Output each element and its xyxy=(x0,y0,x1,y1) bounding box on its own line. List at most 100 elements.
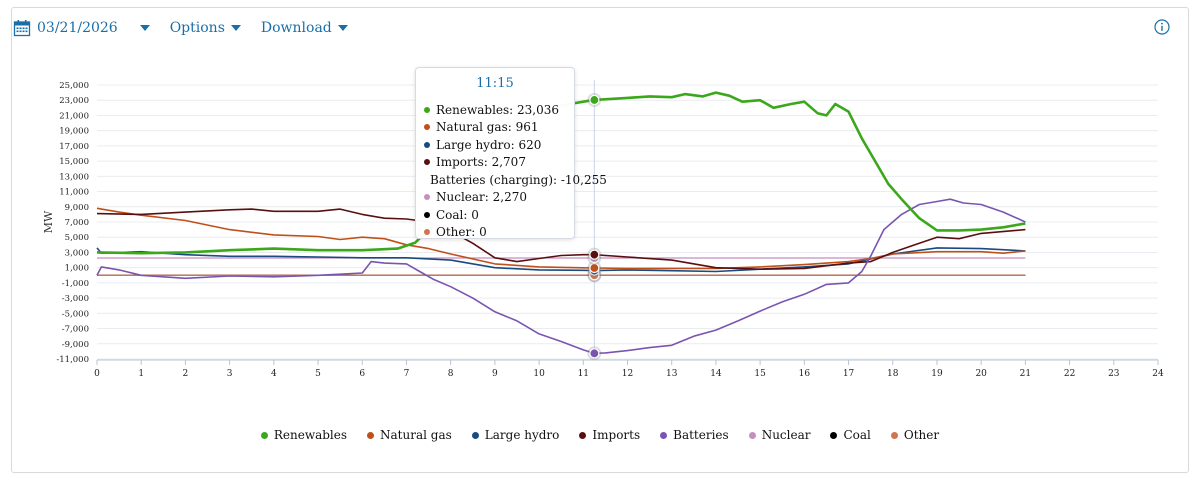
legend-label: Imports xyxy=(592,428,641,442)
toolbar: 03/21/2026 Options Download xyxy=(13,17,368,39)
hover-marker-batteries xyxy=(589,348,600,359)
x-tick-label: 9 xyxy=(492,369,498,379)
legend-label: Batteries xyxy=(673,428,729,442)
legend-dot-icon xyxy=(471,431,479,439)
legend-dot-icon xyxy=(367,431,375,439)
legend-item-other[interactable]: Other xyxy=(890,428,940,442)
legend-label: Natural gas xyxy=(380,428,452,442)
x-tick-label: 22 xyxy=(1064,369,1075,379)
y-tick-label: 17,000 xyxy=(59,142,89,152)
legend-label: Other xyxy=(903,428,940,442)
download-label: Download xyxy=(260,20,332,36)
series-dot-icon xyxy=(424,194,430,201)
series-line-natural-gas xyxy=(96,207,1026,270)
legend-item-batteries[interactable]: Batteries xyxy=(660,428,729,442)
x-tick-label: 17 xyxy=(843,369,855,379)
hover-marker-natural-gas xyxy=(589,262,600,274)
y-tick-label: -1,000 xyxy=(62,279,89,289)
chart-tooltip: 11:15 Renewables: 23,036 Natural gas: 961… xyxy=(415,67,607,242)
tooltip-row: Nuclear: 2,270 xyxy=(416,189,574,207)
legend-dot-icon xyxy=(890,431,898,439)
y-tick-label: 7,000 xyxy=(65,218,89,228)
y-tick-label: 1,000 xyxy=(65,264,89,274)
tooltip-row-text: Renewables: 23,036 xyxy=(436,102,560,117)
tooltip-title: 11:15 xyxy=(476,76,514,91)
date-value: 03/21/2026 xyxy=(37,20,118,36)
tooltip-row: Imports: 2,707 xyxy=(416,154,574,172)
legend-item-natural-gas[interactable]: Natural gas xyxy=(367,428,452,442)
x-tick-label: 15 xyxy=(754,369,766,379)
legend-item-coal[interactable]: Coal xyxy=(830,428,871,442)
date-picker[interactable]: 03/21/2026 xyxy=(13,19,150,37)
options-menu[interactable]: Options xyxy=(170,20,241,36)
legend-dot-icon xyxy=(830,431,838,439)
tooltip-row: Renewables: 23,036 xyxy=(416,101,574,119)
legend-item-nuclear[interactable]: Nuclear xyxy=(748,428,811,442)
legend-label: Renewables xyxy=(273,428,348,442)
x-tick-label: 0 xyxy=(94,369,100,379)
tooltip-row-text: Batteries (charging): -10,255 xyxy=(430,172,607,187)
info-icon[interactable] xyxy=(1154,19,1170,35)
x-tick-label: 7 xyxy=(404,369,410,379)
y-tick-label: 25,000 xyxy=(59,81,89,91)
x-tick-label: 18 xyxy=(887,369,899,379)
chart-legend: Renewables Natural gas Large hydro Imports B… xyxy=(0,428,1200,442)
series-line-imports xyxy=(96,208,1026,270)
options-label: Options xyxy=(169,20,225,36)
legend-dot-icon xyxy=(748,431,756,439)
y-tick-label: -11,000 xyxy=(56,355,89,365)
x-tick-label: 12 xyxy=(622,369,633,379)
series-dot-icon xyxy=(424,106,430,113)
x-tick-label: 1 xyxy=(138,369,144,379)
tooltip-row-text: Natural gas: 961 xyxy=(436,120,539,135)
series-dot-icon xyxy=(424,211,430,218)
y-tick-label: -3,000 xyxy=(62,294,89,304)
legend-label: Nuclear xyxy=(761,428,811,442)
tooltip-row-text: Imports: 2,707 xyxy=(436,155,526,170)
tooltip-row-text: Large hydro: 620 xyxy=(436,137,542,152)
y-tick-label: 5,000 xyxy=(65,233,89,243)
series-dot-icon xyxy=(424,159,430,166)
tooltip-row-text: Other: 0 xyxy=(436,225,487,240)
x-tick-label: 21 xyxy=(1020,369,1031,379)
y-tick-label: 15,000 xyxy=(59,157,89,167)
x-tick-label: 24 xyxy=(1152,369,1164,379)
x-tick-label: 14 xyxy=(710,369,722,379)
legend-item-renewables[interactable]: Renewables xyxy=(260,428,348,442)
x-tick-label: 8 xyxy=(448,369,454,379)
calendar-icon xyxy=(13,20,31,37)
legend-label: Large hydro xyxy=(484,428,560,442)
y-tick-label: 9,000 xyxy=(65,203,89,213)
series-dot-icon xyxy=(424,229,430,236)
x-tick-label: 20 xyxy=(975,369,987,379)
x-tick-label: 23 xyxy=(1108,369,1120,379)
x-tick-label: 19 xyxy=(931,369,943,379)
tooltip-row-text: Coal: 0 xyxy=(436,207,479,222)
x-tick-label: 10 xyxy=(533,369,545,379)
legend-dot-icon xyxy=(660,431,668,439)
hover-marker-imports xyxy=(589,249,600,260)
x-tick-label: 3 xyxy=(227,369,233,379)
series-dot-icon xyxy=(424,141,430,148)
chevron-down-icon[interactable] xyxy=(139,25,150,31)
download-menu[interactable]: Download xyxy=(261,20,348,36)
y-tick-label: 13,000 xyxy=(59,172,89,182)
legend-item-large-hydro[interactable]: Large hydro xyxy=(471,428,560,442)
x-tick-label: 5 xyxy=(315,369,321,379)
y-tick-label: -9,000 xyxy=(62,340,89,350)
legend-dot-icon xyxy=(579,431,587,439)
y-tick-label: 3,000 xyxy=(65,248,89,258)
tooltip-row: Other: 0 xyxy=(416,224,574,242)
y-axis-title: MW xyxy=(42,210,55,233)
chevron-down-icon xyxy=(230,25,241,31)
y-tick-label: 19,000 xyxy=(59,127,89,137)
legend-label: Coal xyxy=(843,428,871,442)
y-tick-label: -7,000 xyxy=(62,325,89,335)
tooltip-row: Natural gas: 961 xyxy=(416,119,574,137)
y-tick-label: 11,000 xyxy=(59,188,89,198)
series-dot-icon xyxy=(424,124,430,131)
tooltip-row: Large hydro: 620 xyxy=(416,136,574,154)
y-tick-label: 21,000 xyxy=(59,111,89,121)
legend-item-imports[interactable]: Imports xyxy=(579,428,640,442)
